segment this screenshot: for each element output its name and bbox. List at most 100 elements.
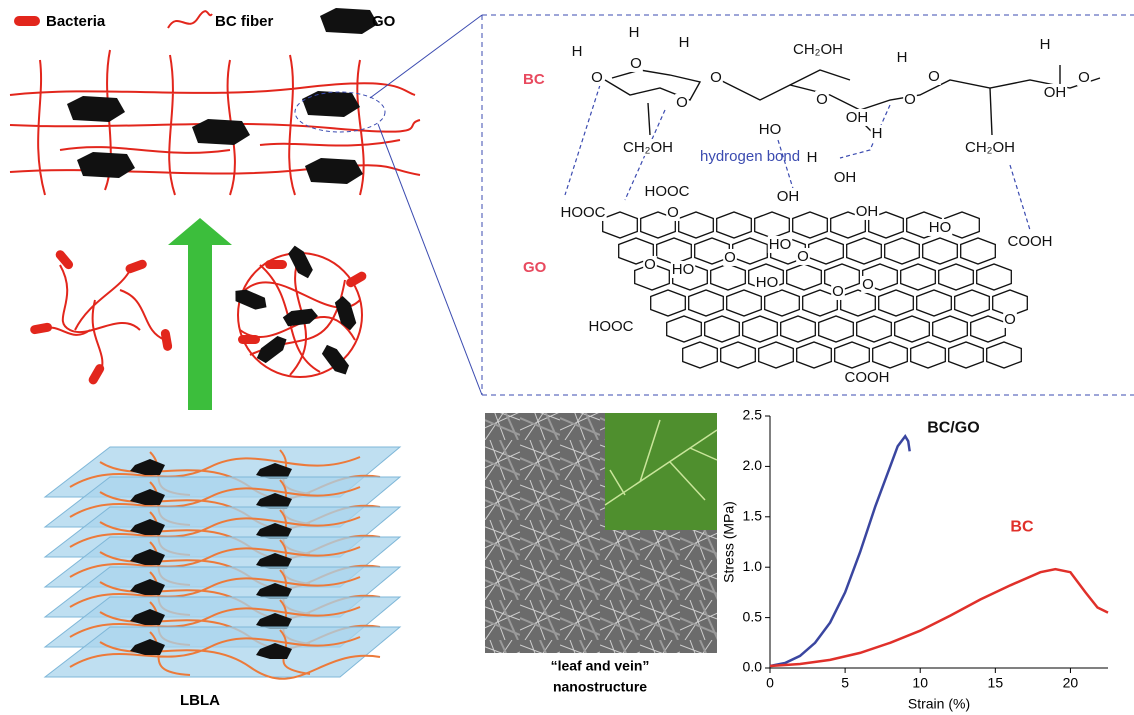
x-tick-label: 20 <box>1063 675 1079 691</box>
ring <box>705 316 740 342</box>
series-line <box>770 569 1108 666</box>
schematic-label: LBLA <box>180 692 220 709</box>
bacteria-icon <box>14 16 40 26</box>
ring <box>651 290 686 316</box>
legend-label: BC fiber <box>215 13 274 30</box>
arrow <box>168 218 232 410</box>
y-tick-label: 0.5 <box>743 608 763 624</box>
atom-label: OH <box>834 169 857 186</box>
atom-label: O <box>630 55 642 72</box>
atom-label: CH₂OH <box>793 41 843 58</box>
ring <box>743 316 778 342</box>
ring <box>987 342 1022 368</box>
atom-label: O <box>1078 69 1090 86</box>
atom-label: HO <box>929 219 952 236</box>
atom-label: O <box>797 248 809 265</box>
ring <box>961 238 996 264</box>
atom-label: HOOC <box>561 204 606 221</box>
fiber-sphere <box>232 243 368 378</box>
ring <box>679 212 714 238</box>
y-tick-label: 2.0 <box>743 457 763 473</box>
atom-label: O <box>816 91 828 108</box>
ring <box>923 238 958 264</box>
atom-label: O <box>667 204 679 221</box>
ring <box>787 264 822 290</box>
ring <box>835 342 870 368</box>
leaf-inset <box>605 413 717 530</box>
x-axis-label: Strain (%) <box>908 696 970 712</box>
atom-label: O <box>904 91 916 108</box>
atom-label: O <box>928 68 940 85</box>
legend-label: Bacteria <box>46 13 106 30</box>
ring <box>733 238 768 264</box>
atom-label: HOOC <box>589 318 634 335</box>
figure: Bacteria BC fiber GO <box>0 0 1134 715</box>
atom-label: H <box>572 43 583 60</box>
atom-label: HO <box>756 274 779 291</box>
ring <box>727 290 762 316</box>
ring <box>977 264 1012 290</box>
ring <box>819 316 854 342</box>
atom-label: H <box>679 34 690 51</box>
atom-label: O <box>862 276 874 293</box>
atom-label: OH <box>846 109 869 126</box>
x-tick-label: 5 <box>841 675 849 691</box>
ring <box>797 342 832 368</box>
atom-label: HO <box>769 236 792 253</box>
ring <box>793 212 828 238</box>
ring <box>603 212 638 238</box>
y-tick-label: 2.5 <box>743 407 763 423</box>
ring <box>841 290 876 316</box>
atom-label: OH <box>856 203 879 220</box>
atom-label: H <box>1040 36 1051 53</box>
go-icon <box>320 8 378 34</box>
atom-label: O <box>591 69 603 86</box>
atom-label: HOOC <box>645 183 690 200</box>
atom-label: HO <box>759 121 782 138</box>
ring <box>809 238 844 264</box>
atom-label: O <box>1004 311 1016 328</box>
ring <box>917 290 952 316</box>
atom-label: H <box>872 125 883 142</box>
legend-label: GO <box>372 13 396 30</box>
ring <box>879 290 914 316</box>
ring <box>911 342 946 368</box>
ring <box>689 290 724 316</box>
go-label: GO <box>523 259 547 276</box>
ring <box>857 316 892 342</box>
caption: “leaf and vein” <box>551 658 650 674</box>
x-tick-label: 10 <box>912 675 928 691</box>
atom-label: H <box>807 149 818 166</box>
caption: nanostructure <box>553 679 647 695</box>
atom-label: H <box>897 49 908 66</box>
ring <box>717 212 752 238</box>
ring <box>933 316 968 342</box>
ring <box>885 238 920 264</box>
series-label: BC/GO <box>927 419 979 436</box>
y-tick-label: 0.0 <box>743 659 763 675</box>
x-tick-label: 15 <box>988 675 1004 691</box>
ring <box>873 342 908 368</box>
ring <box>721 342 756 368</box>
bc-label: BC <box>523 71 545 88</box>
layer-stack <box>45 447 400 679</box>
y-axis-label: Stress (MPa) <box>721 501 737 583</box>
ring <box>895 316 930 342</box>
series-label: BC <box>1010 518 1034 535</box>
atom-label: H <box>629 24 640 41</box>
ring <box>755 212 790 238</box>
atom-label: OH <box>1044 84 1067 101</box>
atom-label: HO <box>672 261 695 278</box>
atom-label: O <box>644 256 656 273</box>
y-tick-label: 1.0 <box>743 558 763 574</box>
atom-label: COOH <box>1008 233 1053 250</box>
go-lattice <box>603 212 1028 368</box>
bacteria-cluster <box>29 248 172 386</box>
atom-label: O <box>676 94 688 111</box>
fiber-icon <box>168 11 212 28</box>
ring <box>759 342 794 368</box>
atom-label: COOH <box>845 369 890 386</box>
ring <box>901 264 936 290</box>
ring <box>939 264 974 290</box>
